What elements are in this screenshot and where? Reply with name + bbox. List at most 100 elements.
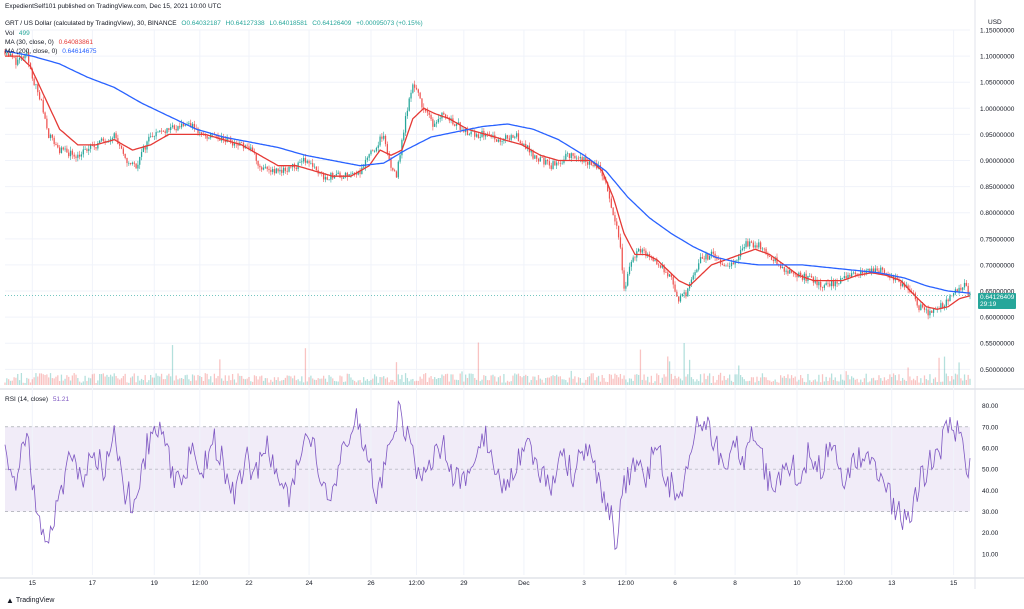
ma30-legend[interactable]: MA (30, close, 0) 0.64083861 — [5, 39, 96, 47]
volume-bar — [543, 382, 545, 385]
candle-body — [572, 153, 574, 156]
volume-bar — [68, 376, 70, 385]
candle-body — [11, 53, 13, 58]
volume-bar — [270, 379, 272, 385]
volume-bar — [523, 375, 525, 385]
volume-bar — [647, 376, 649, 385]
volume-bar — [610, 374, 612, 385]
candle-body — [454, 124, 456, 126]
candle-body — [129, 163, 132, 164]
candle-body — [366, 157, 368, 160]
volume-bar — [463, 381, 465, 385]
candle-body — [960, 287, 962, 290]
tradingview-logo[interactable]: ▲ TradingView — [6, 596, 54, 605]
volume-bar — [211, 382, 214, 385]
candle-body — [794, 273, 796, 275]
candle-body — [206, 136, 208, 139]
candle-body — [770, 256, 773, 260]
volume-bar — [399, 379, 401, 385]
candle-body — [69, 150, 72, 157]
candle-body — [275, 168, 277, 174]
volume-bar — [643, 374, 645, 385]
vol-legend[interactable]: Vol 499 — [5, 30, 33, 38]
candle-body — [568, 153, 571, 159]
volume-bar — [106, 374, 108, 385]
volume-bar — [251, 381, 254, 385]
candle-body — [295, 167, 297, 170]
candle-body — [708, 256, 711, 260]
volume-bar — [237, 373, 239, 385]
candle-body — [696, 269, 698, 273]
candle-body — [250, 147, 252, 150]
candle-body — [259, 165, 261, 168]
candle-body — [566, 153, 569, 154]
candle-body — [381, 136, 383, 139]
candle-body — [718, 259, 720, 260]
candle-body — [505, 135, 507, 140]
volume-bar — [823, 381, 825, 385]
volume-bar — [787, 374, 789, 385]
volume-bar — [612, 378, 614, 385]
candle-body — [556, 162, 558, 166]
volume-bar — [111, 376, 114, 385]
volume-bar — [688, 359, 691, 385]
candle-body — [182, 123, 185, 126]
volume-bar — [217, 375, 219, 385]
volume-bar — [24, 382, 26, 385]
candle-body — [486, 133, 489, 135]
candle-body — [759, 242, 762, 250]
volume-bar — [729, 374, 731, 385]
candle-body — [281, 169, 283, 173]
candle-body — [603, 176, 605, 180]
candle-body — [690, 279, 693, 284]
time-tick-label: 15 — [29, 580, 37, 587]
rsi-tick-label: 10.00 — [982, 551, 999, 558]
candle-body — [852, 272, 855, 274]
volume-bar — [124, 373, 126, 385]
candle-body — [526, 145, 529, 149]
volume-bar — [685, 376, 687, 385]
time-tick-label: 15 — [950, 580, 958, 587]
volume-bar — [878, 375, 880, 385]
volume-bar — [330, 376, 332, 385]
volume-bar — [818, 374, 820, 385]
candle-body — [339, 172, 341, 178]
volume-bar — [519, 376, 521, 385]
candle-body — [825, 282, 827, 286]
candle-body — [432, 119, 434, 127]
volume-bar — [676, 378, 678, 385]
candle-body — [829, 283, 831, 287]
candle-body — [375, 147, 378, 152]
volume-bar — [566, 382, 569, 385]
candle-body — [257, 160, 259, 166]
volume-bar — [652, 382, 654, 385]
candle-body — [348, 174, 350, 177]
volume-bar — [552, 375, 554, 385]
candle-body — [139, 156, 141, 165]
volume-bar — [97, 380, 99, 385]
candle-body — [687, 288, 689, 297]
volume-bar — [820, 382, 822, 385]
volume-bar — [80, 382, 83, 385]
candle-body — [95, 147, 97, 149]
currency-label: USD — [988, 19, 1002, 26]
candle-body — [845, 276, 847, 279]
rsi-legend[interactable]: RSI (14, close) 51.21 — [5, 396, 72, 404]
candle-body — [665, 272, 667, 273]
volume-bar — [170, 376, 172, 385]
ma200-legend[interactable]: MA (200, close, 0) 0.64614675 — [5, 48, 100, 56]
candle-body — [412, 84, 414, 93]
candle-body — [730, 262, 733, 267]
symbol-name[interactable]: GRT / US Dollar (calculated by TradingVi… — [5, 20, 177, 27]
candle-body — [477, 134, 480, 138]
volume-bar — [798, 379, 800, 385]
volume-bar — [151, 377, 154, 385]
volume-bar — [368, 381, 370, 385]
candle-body — [9, 53, 12, 57]
volume-bar — [871, 378, 873, 385]
price-tick-label: 0.85000000 — [980, 184, 1015, 191]
volume-bar — [572, 378, 574, 385]
candle-body — [164, 131, 166, 133]
volume-bar — [596, 377, 598, 385]
